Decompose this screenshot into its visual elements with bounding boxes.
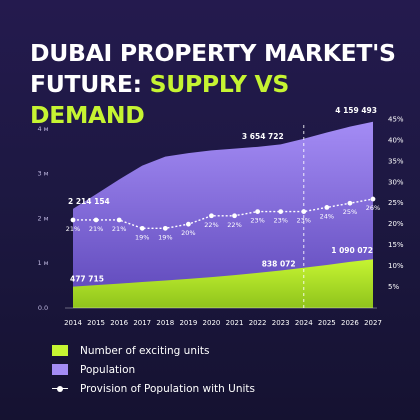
provision-label: 23%	[297, 217, 311, 225]
provision-label: 25%	[343, 208, 357, 216]
provision-label: 22%	[204, 221, 218, 229]
left-axis-tick: 0.0	[38, 304, 48, 312]
provision-label: 19%	[135, 233, 149, 241]
provision-label: 21%	[112, 225, 126, 233]
right-axis-tick: 30%	[388, 178, 404, 186]
provision-label: 19%	[158, 233, 172, 241]
x-axis-tick: 2025	[318, 319, 336, 327]
title-accent: SUPPLY VS DEMAND	[30, 70, 289, 129]
provision-point	[324, 205, 330, 210]
provision-point	[185, 221, 191, 227]
provision-line	[73, 198, 374, 230]
x-axis-tick: 2018	[156, 319, 174, 327]
x-axis-tick: 2021	[226, 319, 244, 327]
provision-point	[370, 196, 376, 202]
right-axis-tick: 25%	[388, 199, 404, 207]
right-axis-tick: 45%	[388, 115, 404, 123]
value-label-units-2027: 1 090 072	[331, 246, 373, 255]
value-label-population-2027: 4 159 493	[335, 106, 377, 115]
chart-title: DUBAI PROPERTY MARKET'S FUTURE: SUPPLY V…	[30, 38, 400, 131]
legend-item-provision: Provision of Population with Units	[52, 379, 255, 398]
x-axis-tick: 2015	[87, 319, 105, 327]
title-line-2: FUTURE: SUPPLY VS DEMAND	[30, 69, 400, 131]
x-axis-tick: 2023	[272, 319, 290, 327]
provision-point	[209, 213, 214, 219]
legend-item-population: Population	[52, 360, 255, 379]
x-axis-tick: 2026	[341, 319, 359, 327]
x-axis-tick: 2016	[110, 319, 128, 327]
provision-point	[255, 209, 261, 214]
provision-line-swatch	[52, 383, 68, 394]
x-axis-tick: 2024	[295, 319, 313, 327]
title-line-2-prefix: FUTURE:	[30, 70, 150, 98]
provision-label: 24%	[320, 212, 334, 220]
legend-label-population: Population	[80, 363, 136, 376]
provision-label: 26%	[366, 204, 380, 212]
value-label-population-2023: 3 654 722	[242, 132, 284, 141]
population-area	[73, 121, 373, 308]
value-label-units-2023: 838 072	[262, 259, 296, 268]
legend-label-provision: Provision of Population with Units	[80, 382, 256, 395]
provision-label: 21%	[66, 225, 80, 233]
left-axis-tick: 1 м	[37, 259, 48, 267]
population-swatch	[52, 364, 68, 375]
provision-label: 23%	[250, 217, 264, 225]
provision-point	[162, 225, 168, 231]
right-axis-tick: 10%	[388, 262, 404, 270]
provision-label: 23%	[273, 217, 287, 225]
x-axis-tick: 2027	[364, 319, 382, 327]
provision-point	[116, 217, 122, 223]
right-axis-tick: 20%	[388, 220, 404, 228]
left-axis-tick: 2 м	[37, 214, 48, 222]
x-axis-tick: 2017	[133, 319, 151, 327]
x-axis-tick: 2019	[179, 319, 197, 327]
value-label-population-start: 2 214 154	[68, 197, 110, 206]
right-axis-tick: 40%	[388, 136, 404, 144]
left-axis-tick: 4 м	[37, 125, 48, 133]
units-swatch	[52, 345, 68, 356]
x-axis-tick: 2022	[249, 319, 267, 327]
provision-point	[139, 225, 145, 231]
provision-label: 22%	[227, 221, 241, 229]
right-axis-tick: 5%	[388, 283, 399, 291]
x-axis-tick: 2020	[203, 319, 221, 327]
right-axis-tick: 15%	[388, 241, 404, 249]
right-axis-tick: 35%	[388, 157, 404, 165]
provision-point	[278, 209, 284, 214]
provision-label: 20%	[181, 229, 195, 237]
x-axis-tick: 2014	[64, 319, 82, 327]
provision-point	[301, 209, 307, 214]
legend-item-units: Number of exciting units	[52, 341, 255, 360]
provision-label: 21%	[89, 225, 103, 233]
units-area	[73, 259, 373, 308]
provision-point	[232, 213, 237, 219]
value-label-units-start: 477 715	[70, 275, 104, 284]
provision-point	[70, 217, 76, 223]
left-axis-tick: 3 м	[37, 170, 48, 178]
provision-point	[93, 217, 99, 223]
legend-label-units: Number of exciting units	[80, 344, 210, 357]
legend: Number of exciting units Population Prov…	[52, 341, 255, 398]
provision-point	[347, 200, 353, 206]
title-line-1: DUBAI PROPERTY MARKET'S	[30, 39, 396, 67]
